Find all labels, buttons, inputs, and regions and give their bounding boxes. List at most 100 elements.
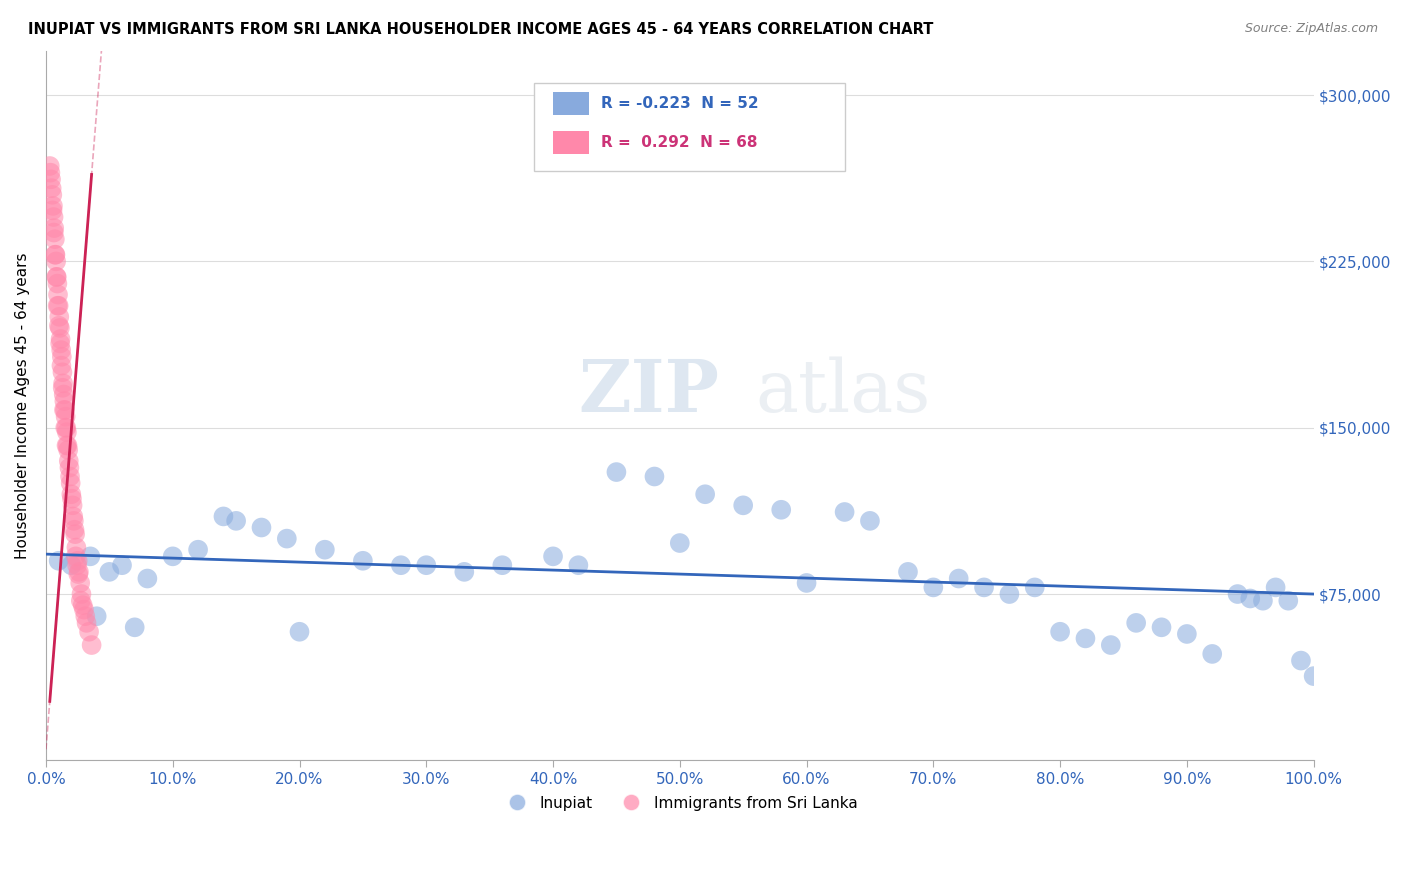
Point xyxy=(1251,593,1274,607)
Text: atlas: atlas xyxy=(756,356,931,426)
Point xyxy=(55,409,77,424)
Point xyxy=(73,602,96,616)
Text: INUPIAT VS IMMIGRANTS FROM SRI LANKA HOUSEHOLDER INCOME AGES 45 - 64 YEARS CORRE: INUPIAT VS IMMIGRANTS FROM SRI LANKA HOU… xyxy=(28,22,934,37)
Point xyxy=(79,549,101,564)
Point xyxy=(567,558,589,573)
Point xyxy=(56,425,79,439)
Point xyxy=(59,469,82,483)
Point xyxy=(62,499,84,513)
Bar xyxy=(553,92,589,114)
Point xyxy=(51,365,73,379)
Point xyxy=(49,332,72,346)
Point xyxy=(58,460,80,475)
Point xyxy=(695,487,717,501)
Y-axis label: Householder Income Ages 45 - 64 years: Householder Income Ages 45 - 64 years xyxy=(15,252,30,558)
Point xyxy=(53,420,76,434)
Point xyxy=(48,299,70,313)
Point xyxy=(56,442,79,457)
Point xyxy=(1201,647,1223,661)
Point xyxy=(288,624,311,639)
Point xyxy=(65,549,87,564)
Point xyxy=(51,359,73,373)
Point xyxy=(53,403,76,417)
Point xyxy=(973,581,995,595)
Point xyxy=(46,277,69,291)
Point xyxy=(948,572,970,586)
Point xyxy=(605,465,627,479)
Bar xyxy=(553,131,589,153)
Point xyxy=(55,420,77,434)
Point xyxy=(56,438,79,452)
Point xyxy=(65,541,87,555)
Point xyxy=(58,454,80,468)
Point xyxy=(669,536,692,550)
Point xyxy=(1226,587,1249,601)
Legend: Inupiat, Immigrants from Sri Lanka: Inupiat, Immigrants from Sri Lanka xyxy=(495,789,865,816)
Point xyxy=(45,254,67,268)
Point xyxy=(53,394,76,409)
Point xyxy=(72,598,94,612)
Point xyxy=(80,638,103,652)
Point xyxy=(76,615,98,630)
Point xyxy=(998,587,1021,601)
Point xyxy=(42,210,65,224)
Point xyxy=(1074,632,1097,646)
Point xyxy=(46,287,69,301)
Point xyxy=(53,403,76,417)
Point xyxy=(1049,624,1071,639)
FancyBboxPatch shape xyxy=(534,83,845,171)
Point xyxy=(48,554,70,568)
Point xyxy=(1277,593,1299,607)
Point xyxy=(1264,581,1286,595)
Point xyxy=(44,248,66,262)
Point xyxy=(60,491,83,506)
Point xyxy=(55,438,77,452)
Point xyxy=(45,269,67,284)
Point xyxy=(86,609,108,624)
Point xyxy=(352,554,374,568)
Point xyxy=(187,542,209,557)
Point xyxy=(63,527,86,541)
Point xyxy=(136,572,159,586)
Point xyxy=(111,558,134,573)
Point xyxy=(62,509,84,524)
Point xyxy=(922,581,945,595)
Point xyxy=(859,514,882,528)
Point xyxy=(38,159,60,173)
Point xyxy=(39,172,62,186)
Point xyxy=(98,565,121,579)
Point xyxy=(389,558,412,573)
Point xyxy=(44,221,66,235)
Point xyxy=(1125,615,1147,630)
Text: R = -0.223  N = 52: R = -0.223 N = 52 xyxy=(602,95,759,111)
Point xyxy=(124,620,146,634)
Point xyxy=(63,514,86,528)
Point xyxy=(66,558,89,573)
Point xyxy=(67,567,90,582)
Point xyxy=(1175,627,1198,641)
Point xyxy=(314,542,336,557)
Point xyxy=(41,181,63,195)
Point xyxy=(60,558,83,573)
Point xyxy=(162,549,184,564)
Point xyxy=(66,554,89,568)
Point xyxy=(225,514,247,528)
Point xyxy=(897,565,920,579)
Point xyxy=(59,476,82,491)
Point xyxy=(643,469,665,483)
Point xyxy=(770,502,793,516)
Point xyxy=(541,549,564,564)
Point xyxy=(42,226,65,240)
Point xyxy=(1239,591,1261,606)
Point xyxy=(60,487,83,501)
Point xyxy=(48,310,70,324)
Point xyxy=(1289,654,1312,668)
Point xyxy=(52,387,75,401)
Point xyxy=(1150,620,1173,634)
Point xyxy=(44,232,66,246)
Point xyxy=(415,558,437,573)
Point xyxy=(51,350,73,364)
Point xyxy=(46,299,69,313)
Point xyxy=(45,269,67,284)
Point xyxy=(453,565,475,579)
